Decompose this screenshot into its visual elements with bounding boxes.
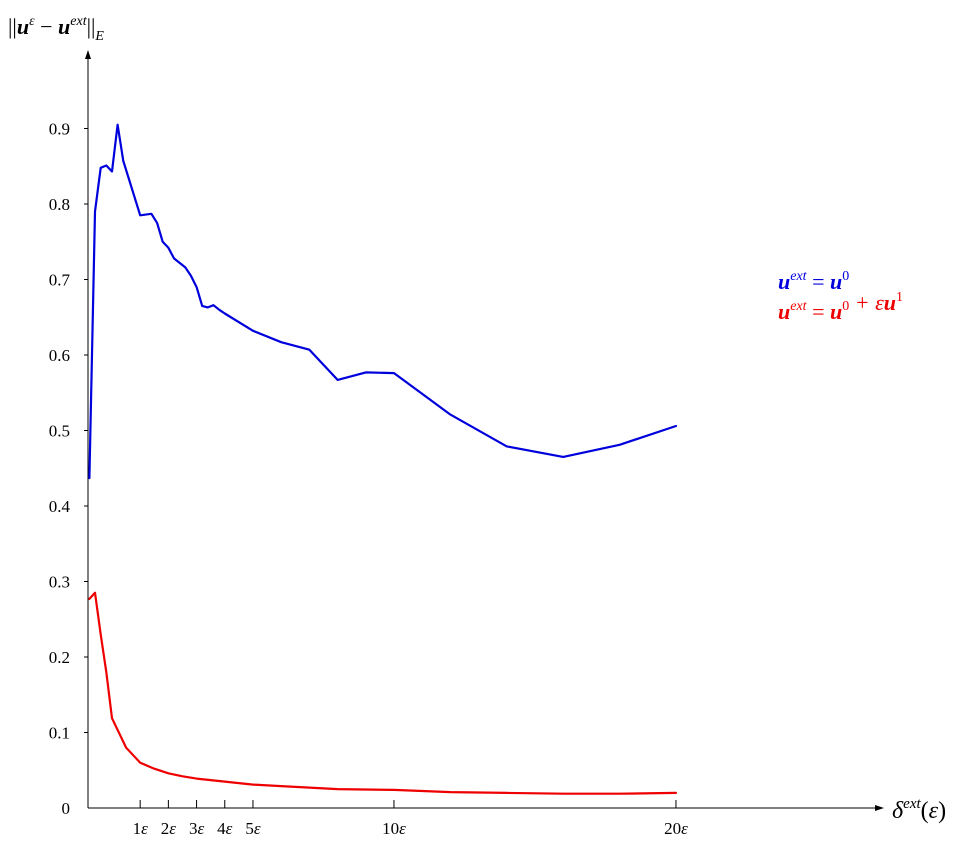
x-tick-label: 10ε bbox=[382, 819, 406, 838]
y-tick-label: 0.4 bbox=[49, 497, 71, 516]
y-tick-label: 0.9 bbox=[49, 120, 70, 139]
x-axis-label: δext(ε) bbox=[892, 796, 946, 824]
x-tick-label: 1ε bbox=[133, 819, 149, 838]
x-tick-label: 4ε bbox=[217, 819, 233, 838]
series-group bbox=[88, 123, 678, 795]
x-ticks: 1ε 2ε 3ε 4ε 5ε 10ε 20ε bbox=[133, 800, 688, 838]
y-tick-label: 0.3 bbox=[49, 573, 70, 592]
y-tick-label: 0.8 bbox=[49, 195, 70, 214]
x-tick-label: 20ε bbox=[664, 819, 688, 838]
y-tick-label: 0.2 bbox=[49, 648, 70, 667]
axes bbox=[85, 50, 884, 811]
x-tick-label: 5ε bbox=[245, 819, 261, 838]
x-tick-label: 3ε bbox=[189, 819, 205, 838]
legend-entry-2: uext = u0 + εu1 bbox=[778, 290, 903, 324]
y-tick-label: 0.1 bbox=[49, 724, 70, 743]
x-axis-arrow bbox=[875, 805, 884, 811]
y-tick-label: 0.6 bbox=[49, 346, 70, 365]
y-axis-label: ||uε − uext||E bbox=[8, 14, 104, 44]
series-line-u0-eps-u1 bbox=[88, 591, 678, 795]
y-tick-label: 0 bbox=[62, 799, 71, 818]
y-ticks: 0 0.1 0.2 0.3 0.4 0.5 0.6 0.7 0.8 0.9 bbox=[49, 120, 88, 818]
x-tick-label: 2ε bbox=[161, 819, 177, 838]
y-tick-label: 0.7 bbox=[49, 271, 71, 290]
y-axis-arrow bbox=[85, 50, 91, 59]
series-line-u0 bbox=[88, 123, 678, 480]
legend-entry-1: uext = u0 bbox=[778, 269, 849, 294]
y-tick-label: 0.5 bbox=[49, 422, 70, 441]
